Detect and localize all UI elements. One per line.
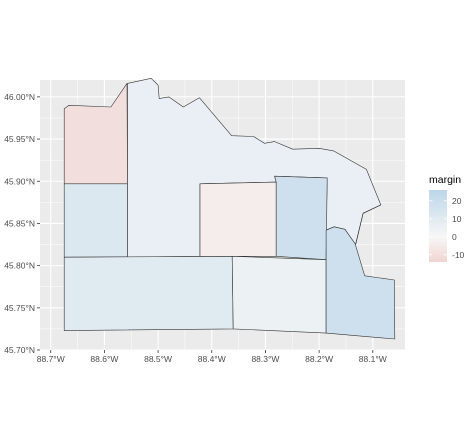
county-region-2 (63, 183, 128, 258)
y-tick-label: 45.85°N (4, 218, 35, 228)
legend-label: 0 (452, 232, 457, 242)
x-tick-label: 88.7°W (37, 354, 65, 364)
x-tick-label: 88.2°W (305, 354, 333, 364)
y-tick-label: 45.90°N (4, 176, 35, 186)
x-tick-label: 88.3°W (251, 354, 279, 364)
y-tick-label: 45.80°N (4, 261, 35, 271)
county-region-8 (325, 204, 396, 340)
y-tick-label: 45.75°N (4, 303, 35, 313)
county-region-5 (274, 175, 328, 261)
map-axes: 88.7°W 88.6°W 88.5°W 88.4°W 88.3°W 88.2°W 88.1… (4, 92, 387, 364)
legend-label: 10 (452, 214, 462, 224)
x-tick-label: 88.1°W (359, 354, 387, 364)
legend-colorbar (429, 190, 447, 262)
county-region-7 (231, 255, 327, 334)
y-tick-label: 45.70°N (4, 345, 35, 355)
county-region-4 (199, 181, 277, 257)
x-tick-label: 88.4°W (198, 354, 226, 364)
y-tick-label: 46.00°N (4, 92, 35, 102)
legend-label: 20 (452, 196, 462, 206)
x-tick-label: 88.5°W (144, 354, 172, 364)
map-regions (63, 78, 396, 340)
county-region-6 (63, 255, 234, 331)
legend-title: margin (429, 174, 461, 186)
x-tick-label: 88.6°W (90, 354, 118, 364)
y-tick-label: 45.95°N (4, 134, 35, 144)
legend-label: -10 (452, 250, 465, 260)
map-legend: margin 20 10 0 -10 (429, 174, 465, 262)
